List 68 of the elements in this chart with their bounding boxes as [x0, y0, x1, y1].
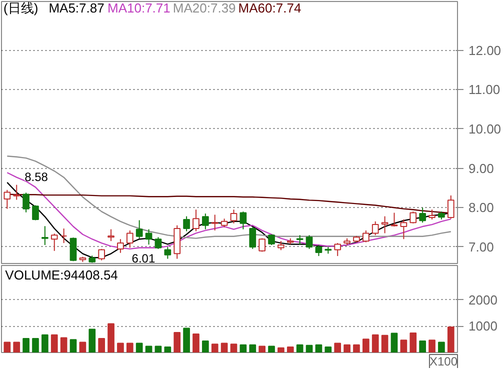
- bar: [79, 342, 86, 352]
- bar: [174, 332, 181, 352]
- bar: [164, 346, 172, 352]
- bar: [4, 342, 11, 352]
- bar: [428, 340, 436, 352]
- annotation: 6.01: [132, 252, 156, 266]
- bar: [70, 339, 77, 352]
- bar: [154, 346, 162, 352]
- bar: [211, 344, 218, 352]
- bar: [362, 338, 370, 352]
- bar: [268, 346, 275, 352]
- bar: [230, 344, 238, 352]
- bar: [278, 347, 284, 352]
- bar: [381, 334, 388, 352]
- bar: [286, 346, 294, 352]
- text: MA10:7.71: [108, 0, 170, 16]
- candlestick: [211, 214, 218, 231]
- bar: [344, 344, 350, 352]
- bar: [324, 346, 332, 352]
- text: X100: [429, 354, 458, 368]
- y-tick-label: 1000: [468, 318, 498, 334]
- y-tick-label: 11.00: [468, 82, 500, 98]
- bar: [60, 337, 68, 352]
- bar: [192, 334, 200, 352]
- bar: [410, 332, 417, 352]
- bar: [438, 342, 445, 352]
- bar: [42, 334, 48, 352]
- bar: [249, 344, 256, 352]
- bar: [50, 334, 58, 352]
- y-tick-label: 9.00: [468, 160, 494, 176]
- bar: [315, 344, 322, 352]
- bar: [126, 342, 134, 352]
- bar: [183, 328, 190, 352]
- bar: [400, 340, 408, 352]
- bar: [296, 344, 304, 352]
- bar: [447, 326, 454, 352]
- y-tick-label: 8.00: [468, 200, 494, 216]
- bar: [419, 340, 426, 352]
- bar: [390, 332, 398, 352]
- bar: [22, 338, 30, 352]
- bar: [220, 342, 228, 352]
- bar: [88, 328, 96, 352]
- bar: [334, 342, 342, 352]
- text: MA5:7.87: [48, 0, 104, 16]
- bar: [13, 342, 20, 352]
- bar: [98, 338, 105, 352]
- y-tick-label: 2000: [468, 292, 498, 308]
- y-tick-label: 7.00: [468, 239, 494, 254]
- y-tick-label: 10.00: [468, 121, 502, 136]
- bar: [32, 338, 39, 352]
- bar: [108, 323, 114, 352]
- bar: [372, 334, 379, 352]
- y-tick-label: 12.00: [468, 42, 502, 58]
- text: MA20:7.39: [172, 0, 236, 16]
- annotation: 8.58: [24, 170, 48, 184]
- line-series: [6, 172, 452, 250]
- bar: [117, 342, 124, 352]
- text: MA60:7.74: [238, 0, 302, 16]
- bar: [145, 346, 152, 352]
- bar: [306, 344, 313, 352]
- bar: [202, 340, 209, 352]
- bar: [258, 346, 266, 352]
- bar: [240, 344, 247, 352]
- chart-title: VOLUME:94408.54: [5, 268, 118, 282]
- chart-title: (日线): [4, 0, 38, 16]
- candlestick: [60, 228, 68, 244]
- bar: [353, 344, 360, 352]
- bar: [136, 342, 143, 352]
